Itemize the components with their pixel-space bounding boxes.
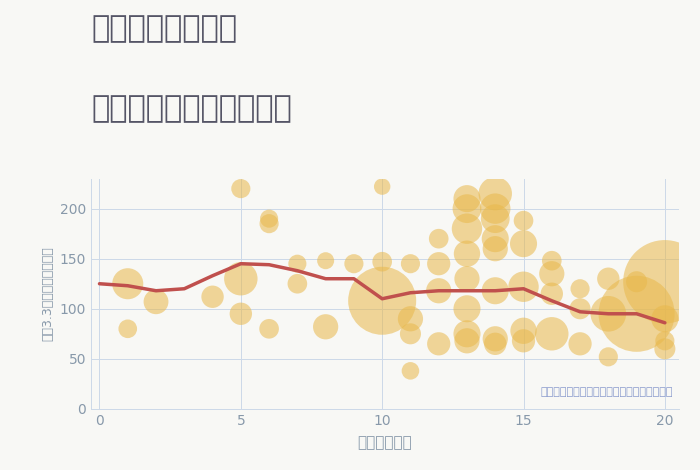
- Point: [263, 325, 274, 333]
- Point: [489, 287, 500, 295]
- Text: 奈良県高の原駅の: 奈良県高の原駅の: [91, 14, 237, 43]
- Point: [518, 283, 529, 290]
- Point: [461, 195, 472, 203]
- Point: [603, 310, 614, 318]
- Point: [150, 298, 162, 306]
- Point: [631, 310, 642, 318]
- Point: [235, 310, 246, 318]
- Point: [461, 250, 472, 258]
- Point: [489, 190, 500, 197]
- Point: [377, 258, 388, 266]
- Point: [263, 215, 274, 222]
- Text: 円の大きさは、取引のあった物件面積を示す: 円の大きさは、取引のあった物件面積を示す: [540, 387, 673, 397]
- Point: [207, 293, 218, 300]
- Point: [518, 327, 529, 335]
- Point: [518, 217, 529, 224]
- Point: [263, 220, 274, 227]
- Point: [235, 185, 246, 192]
- Point: [235, 275, 246, 282]
- Point: [489, 335, 500, 343]
- Point: [405, 367, 416, 375]
- Text: 駅距離別中古戸建て価格: 駅距離別中古戸建て価格: [91, 94, 292, 123]
- Point: [122, 280, 133, 288]
- Point: [546, 257, 557, 265]
- Point: [433, 340, 444, 348]
- Point: [461, 225, 472, 233]
- Y-axis label: 坪（3.3㎡）単価（万円）: 坪（3.3㎡）単価（万円）: [41, 246, 54, 341]
- Point: [659, 345, 671, 352]
- Point: [546, 270, 557, 277]
- Point: [461, 205, 472, 212]
- Point: [292, 260, 303, 267]
- Point: [122, 325, 133, 333]
- Point: [377, 183, 388, 190]
- Point: [575, 340, 586, 348]
- Point: [461, 330, 472, 337]
- Point: [292, 280, 303, 288]
- X-axis label: 駅距離（分）: 駅距離（分）: [358, 435, 412, 450]
- Point: [405, 330, 416, 337]
- Point: [575, 285, 586, 292]
- Point: [603, 353, 614, 360]
- Point: [405, 260, 416, 267]
- Point: [489, 245, 500, 252]
- Point: [461, 337, 472, 345]
- Point: [433, 260, 444, 267]
- Point: [546, 290, 557, 298]
- Point: [518, 240, 529, 247]
- Point: [603, 275, 614, 282]
- Point: [489, 205, 500, 212]
- Point: [489, 340, 500, 348]
- Point: [433, 235, 444, 243]
- Point: [489, 235, 500, 243]
- Point: [489, 215, 500, 222]
- Point: [659, 315, 671, 322]
- Point: [631, 278, 642, 285]
- Point: [377, 297, 388, 305]
- Point: [320, 257, 331, 265]
- Point: [433, 287, 444, 295]
- Point: [575, 305, 586, 313]
- Point: [518, 337, 529, 345]
- Point: [349, 260, 360, 267]
- Point: [461, 305, 472, 313]
- Point: [546, 330, 557, 337]
- Point: [659, 337, 671, 345]
- Point: [320, 323, 331, 330]
- Point: [405, 315, 416, 322]
- Point: [461, 275, 472, 282]
- Point: [659, 278, 671, 285]
